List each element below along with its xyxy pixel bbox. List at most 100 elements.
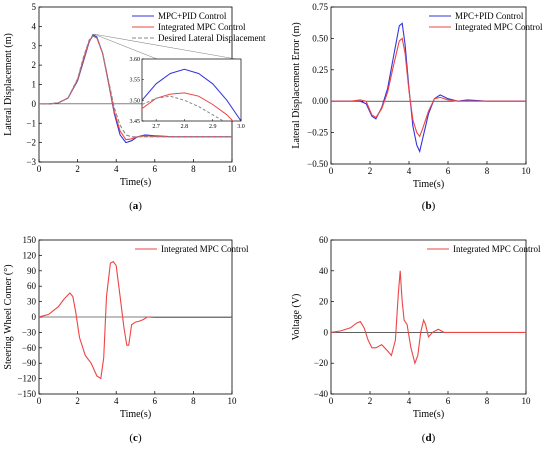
y-tick-label: 0 [32, 99, 37, 109]
legend-label: Integrated MPC Control [158, 22, 246, 32]
x-tick-label: 4 [114, 396, 119, 406]
y-tick-label: 30 [27, 297, 37, 307]
x-axis-label: Time(s) [120, 177, 151, 188]
y-tick-label: −3 [26, 157, 36, 167]
x-tick-label: 6 [446, 166, 451, 176]
legend-label: MPC+PID Control [455, 11, 524, 21]
x-tick-label: 4 [407, 166, 412, 176]
series-line [331, 270, 526, 366]
inset-connector [93, 33, 158, 60]
x-axis-label: Time(s) [413, 409, 444, 420]
y-tick-label: 0.00 [312, 96, 328, 106]
x-tick-label: 0 [329, 396, 334, 406]
panel-d: 0 2 4 6 8 10 −40 −20 0 20 40 60 Time(s) Voltage (V) (d… [291, 235, 541, 444]
y-tick-label: 120 [23, 250, 37, 260]
y-tick-label: −2 [26, 138, 36, 148]
y-axis-label: Lateral Displacement (m) [3, 33, 14, 136]
x-tick-label: 0 [37, 396, 42, 406]
x-tick-label: 2 [75, 396, 80, 406]
x-axis-label: Time(s) [120, 409, 151, 420]
inset-x-tick-label: 2.9 [209, 124, 217, 130]
inset-frame [141, 58, 242, 122]
inset-y-tick-label: 3.45 [130, 119, 141, 125]
y-tick-label: 0.25 [312, 65, 328, 75]
y-tick-label: 90 [27, 266, 37, 276]
series-line [39, 260, 232, 380]
inset-y-tick-label: 3.50 [130, 98, 141, 104]
x-tick-label: 10 [228, 396, 238, 406]
y-tick-label: −0.25 [307, 128, 328, 138]
x-tick-label: 10 [522, 396, 532, 406]
inset-x-tick-label: 2.7 [152, 124, 160, 130]
y-tick-label: −30 [22, 327, 37, 337]
y-tick-label: −90 [22, 358, 37, 368]
x-tick-label: 2 [368, 166, 373, 176]
series-line [39, 35, 232, 138]
panel-caption: (c) [129, 432, 142, 444]
series-line [331, 37, 526, 138]
panel-b: 0 2 4 6 8 10 −0.50 −0.25 0.00 0.25 0.50 0.75 Time(s)… [291, 2, 543, 212]
y-tick-label: −40 [314, 389, 329, 399]
x-tick-label: 10 [228, 164, 238, 174]
y-tick-label: −0.50 [307, 159, 328, 169]
y-tick-label: 0.75 [312, 2, 328, 12]
y-tick-label: 60 [319, 235, 329, 245]
legend-label: MPC+PID Control [158, 11, 227, 21]
series-line [331, 22, 526, 154]
inset-series-line [142, 95, 225, 121]
y-tick-label: 4 [32, 21, 37, 31]
panel-caption: (b) [422, 200, 436, 212]
x-tick-label: 2 [368, 396, 373, 406]
legend-label: Desired Lateral Displacement [158, 33, 266, 43]
y-tick-label: −150 [17, 389, 36, 399]
y-tick-label: 0 [324, 327, 329, 337]
inset-series-line [142, 68, 241, 121]
x-tick-label: 8 [485, 396, 490, 406]
y-tick-label: −20 [314, 358, 329, 368]
y-tick-label: 1 [32, 80, 37, 90]
panel-caption: (a) [129, 200, 142, 212]
y-tick-label: 150 [23, 235, 37, 245]
x-tick-label: 10 [522, 166, 532, 176]
x-tick-label: 4 [407, 396, 412, 406]
y-tick-label: 20 [319, 297, 329, 307]
x-tick-label: 6 [153, 164, 158, 174]
panel-c: 0 2 4 6 8 10 −150 −120 −90 −60 −30 0 30 60 90 120 150 Tim… [3, 235, 249, 444]
y-tick-label: 40 [319, 266, 329, 276]
x-tick-label: 4 [114, 164, 119, 174]
x-tick-label: 8 [191, 396, 196, 406]
legend-label: Integrated MPC Control [455, 22, 543, 32]
panel-a: 0 2 4 6 8 10 −3 −2 −1 0 1 2 3 4 5 Time(s) Lateral Displa… [3, 2, 266, 212]
inset-x-tick-label: 2.8 [181, 124, 189, 130]
y-tick-label: 0.50 [312, 33, 328, 43]
x-tick-label: 0 [37, 164, 42, 174]
y-tick-label: 5 [32, 2, 37, 12]
x-tick-label: 8 [191, 164, 196, 174]
legend-label: Integrated MPC Control [161, 244, 249, 254]
y-tick-label: −1 [26, 118, 36, 128]
y-tick-label: 3 [32, 41, 37, 51]
y-tick-label: 0 [32, 312, 37, 322]
plot-frame [330, 6, 527, 165]
y-axis-label: Steering Wheel Corner (°) [3, 264, 14, 369]
x-tick-label: 2 [75, 164, 80, 174]
x-tick-label: 0 [329, 166, 334, 176]
y-tick-label: 2 [32, 60, 37, 70]
y-axis-label: Lateral Displacement Error (m) [291, 22, 302, 148]
y-axis-label: Voltage (V) [291, 294, 302, 341]
inset-y-tick-label: 3.55 [130, 78, 141, 84]
legend-label: Integrated MPC Control [453, 244, 541, 254]
y-tick-label: 60 [27, 281, 37, 291]
x-tick-label: 6 [446, 396, 451, 406]
x-tick-label: 8 [485, 166, 490, 176]
x-tick-label: 6 [153, 396, 158, 406]
y-tick-label: −60 [22, 343, 37, 353]
inset-connector [93, 33, 237, 60]
y-tick-label: −120 [17, 374, 36, 384]
plot-frame [330, 239, 527, 395]
inset-x-tick-label: 3.0 [237, 124, 245, 130]
x-axis-label: Time(s) [413, 179, 444, 190]
panel-caption: (d) [422, 432, 436, 444]
inset-y-tick-label: 3.60 [130, 57, 141, 63]
